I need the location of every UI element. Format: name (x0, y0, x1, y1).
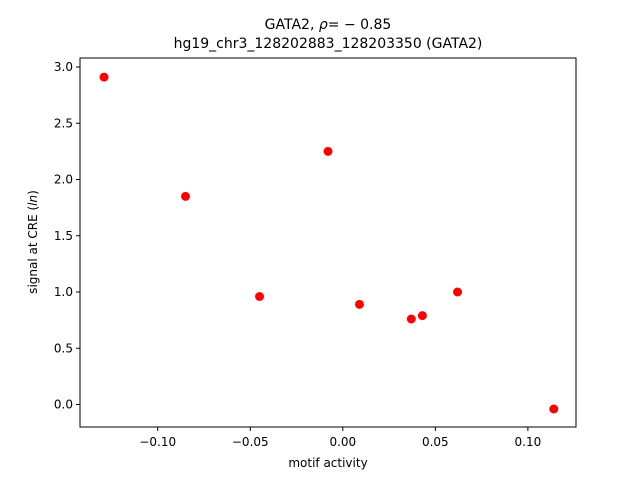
y-tick-label: 0.5 (54, 341, 73, 355)
scatter-point (354, 299, 364, 309)
scatter-point (99, 72, 109, 82)
x-tick-label: −0.10 (139, 435, 176, 449)
y-tick-label: 0.0 (54, 398, 73, 412)
chart-subtitle: hg19_chr3_128202883_128203350 (GATA2) (174, 36, 483, 52)
y-tick-label: 2.5 (54, 116, 73, 130)
scatter-point (549, 404, 559, 414)
y-tick-label: 1.5 (54, 229, 73, 243)
x-axis-ticks: −0.10 −0.05 0.00 0.05 0.10 (139, 427, 541, 449)
x-tick-label: 0.05 (422, 435, 449, 449)
scatter-point (417, 311, 427, 321)
y-axis-ticks: 0.0 0.5 1.0 1.5 2.0 2.5 3.0 (54, 60, 80, 412)
x-tick-label: 0.10 (515, 435, 542, 449)
y-tick-label: 1.0 (54, 285, 73, 299)
x-tick-label: 0.00 (329, 435, 356, 449)
y-axis-label: signal at CRE (ln) (26, 190, 40, 294)
scatter-point (323, 146, 333, 156)
y-tick-label: 2.0 (54, 173, 73, 187)
x-tick-label: −0.05 (232, 435, 269, 449)
plot-frame (79, 57, 577, 428)
x-axis-label: motif activity (288, 456, 367, 470)
scatter-point (453, 287, 463, 297)
scatter-point (406, 314, 416, 324)
scatter-point (180, 191, 190, 201)
data-points (99, 72, 559, 414)
y-tick-label: 3.0 (54, 60, 73, 74)
chart-title: GATA2, ρ= − 0.85 (265, 17, 392, 33)
scatter-point (255, 292, 265, 301)
